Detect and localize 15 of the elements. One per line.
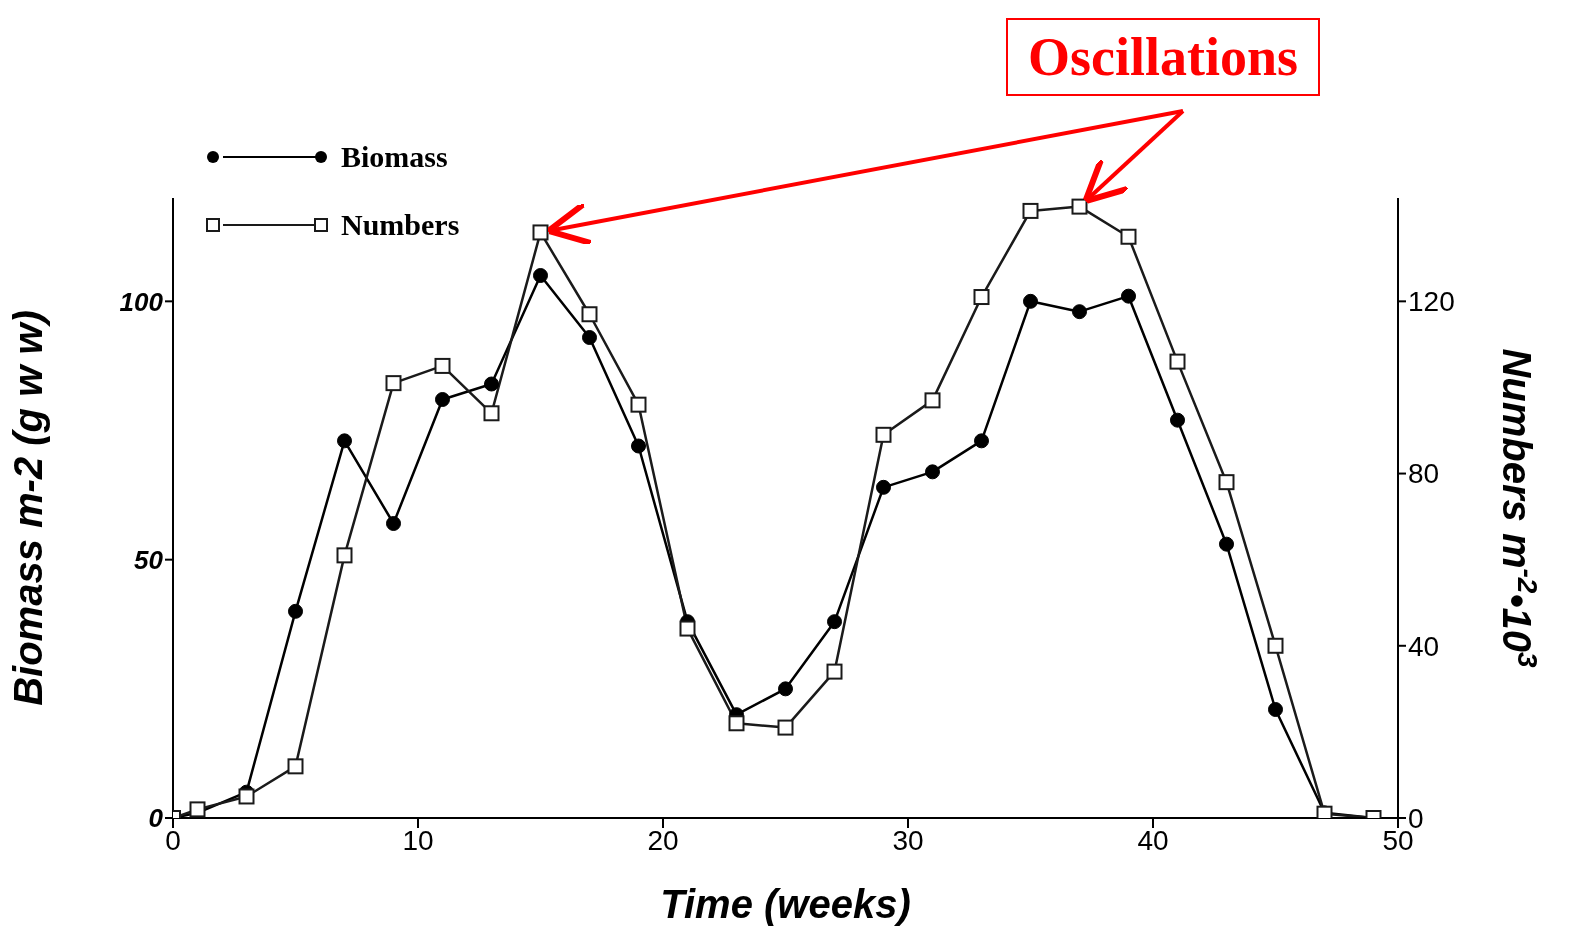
text: Oscillations — [1006, 18, 1321, 96]
y-tick-label: 50 — [134, 544, 164, 575]
x-tick-label: 20 — [647, 824, 679, 856]
y-axis-title: Biomass m-2 (g w w) — [6, 310, 51, 706]
x-tick-label: 40 — [1137, 824, 1169, 856]
y2-tick-label: 40 — [1408, 630, 1440, 662]
x-tick-label: 30 — [892, 824, 924, 856]
y-tick-label: 0 — [148, 803, 164, 834]
y2-tick-label: 120 — [1408, 286, 1455, 318]
y2-tick-label: 80 — [1408, 458, 1440, 490]
legend-label: Biomass — [341, 140, 448, 174]
legend-label: Numbers — [341, 208, 460, 242]
y-tick-label: 100 — [119, 286, 164, 317]
x-axis-title: Time (weeks) — [660, 882, 911, 926]
x-tick-label: 10 — [402, 824, 434, 856]
